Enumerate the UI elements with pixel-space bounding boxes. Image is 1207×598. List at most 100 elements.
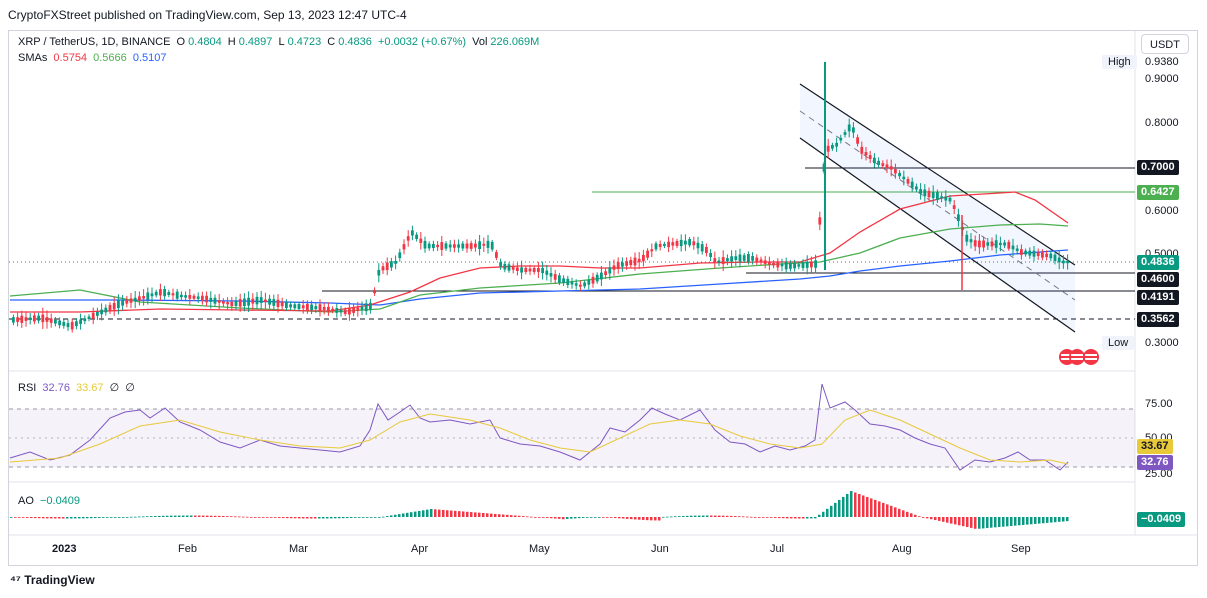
ao-legend[interactable]: AO −0.0409	[18, 495, 83, 507]
ao-bar	[558, 517, 561, 519]
ao-bar	[542, 517, 545, 518]
ao-bar	[1050, 517, 1053, 523]
candle-body	[545, 270, 549, 275]
candle-body	[591, 276, 595, 284]
tradingview-logo[interactable]: ⁴⁷ TradingView	[10, 573, 95, 587]
candle-body	[293, 304, 297, 309]
candle-body	[612, 265, 616, 270]
ao-bar	[1022, 517, 1025, 525]
low-label: L	[278, 36, 285, 48]
ao-bar	[882, 502, 885, 517]
candle-body	[331, 308, 334, 311]
ao-bar	[434, 509, 437, 517]
ao-bar	[650, 517, 653, 521]
candle-body	[574, 283, 578, 286]
candle-body	[818, 217, 822, 225]
currency-button[interactable]: USDT	[1141, 34, 1189, 54]
candle-body	[734, 256, 738, 261]
ao-bar	[958, 517, 961, 526]
ao-bar	[302, 517, 305, 519]
ao-bar	[134, 516, 137, 518]
time-label-sep: Sep	[1011, 543, 1031, 555]
ao-bar	[502, 514, 505, 517]
candle-body	[566, 278, 570, 285]
ao-bar	[102, 517, 105, 518]
tradingview-brand: TradingView	[24, 573, 95, 587]
candle-body	[28, 317, 32, 320]
price-tag-03562: 0.3562	[1137, 312, 1179, 327]
ao-bar	[954, 517, 957, 525]
candle-body	[927, 190, 931, 198]
candle-body	[117, 300, 120, 309]
candle-body	[852, 127, 855, 133]
ao-bar	[66, 517, 69, 519]
candle-body	[411, 230, 414, 236]
candle-body	[688, 239, 691, 246]
candle-body	[978, 240, 981, 248]
ao-bar	[1038, 517, 1041, 524]
symbol-legend[interactable]: XRP / TetherUS, 1D, BINANCE O 0.4804 H 0.4…	[18, 36, 542, 48]
candle-body	[83, 318, 87, 322]
ao-bar	[582, 517, 585, 518]
ao-bar	[1030, 517, 1033, 525]
candle-body	[301, 305, 305, 309]
candle-body	[642, 254, 645, 262]
candlestick-series	[12, 62, 1069, 333]
candle-body	[20, 315, 24, 323]
candle-body	[847, 124, 851, 132]
ao-bar	[18, 517, 21, 518]
candle-body	[142, 296, 145, 299]
ao-bar	[566, 517, 569, 519]
sma-value-3: 0.5107	[132, 52, 167, 64]
rsi-legend[interactable]: RSI 32.76 33.67 ∅ ∅	[18, 381, 138, 394]
rsi-tick: 75.00	[1145, 398, 1173, 410]
ao-bar	[1066, 517, 1069, 522]
ao-tag: −0.0409	[1137, 512, 1186, 527]
candle-body	[1062, 260, 1065, 264]
us-flag-icon	[1059, 349, 1099, 365]
ao-bar	[122, 517, 125, 518]
candle-body	[58, 320, 61, 326]
candle-body	[406, 236, 410, 241]
sma-green-line	[9, 223, 1069, 313]
sma-value-1: 0.5754	[53, 52, 88, 64]
ao-bar	[494, 513, 497, 517]
ao-bar	[966, 517, 969, 528]
ao-bar	[446, 510, 449, 517]
sma-legend[interactable]: SMAs 0.5754 0.5666 0.5107	[18, 52, 170, 64]
ao-bar	[34, 517, 37, 519]
ao-bar	[230, 516, 233, 518]
candle-body	[1011, 245, 1015, 250]
ao-bar	[382, 516, 385, 518]
ao-bar	[938, 517, 941, 521]
candle-body	[1007, 241, 1011, 249]
price-tag-04600: 0.4600	[1137, 272, 1179, 287]
candle-body	[507, 264, 511, 271]
candle-body	[516, 267, 519, 271]
candle-body	[327, 306, 330, 312]
candle-body	[108, 304, 112, 312]
candle-body	[54, 319, 57, 324]
candle-body	[742, 255, 746, 261]
ao-bar	[338, 517, 341, 519]
events-flags[interactable]	[1058, 348, 1102, 366]
candle-body	[894, 168, 897, 174]
candle-body	[398, 252, 402, 259]
ao-bar	[866, 496, 869, 517]
candle-body	[940, 196, 943, 199]
candle-body	[973, 240, 977, 247]
ao-bar	[150, 516, 153, 517]
candle-body	[910, 181, 914, 188]
chart-frame[interactable]	[8, 30, 1198, 566]
candle-body	[96, 311, 99, 316]
ao-bar	[830, 505, 833, 517]
ao-bar	[306, 517, 309, 519]
ao-bar	[274, 517, 277, 518]
ao-bar	[970, 517, 973, 528]
candle-body	[478, 241, 481, 250]
candle-body	[272, 299, 276, 306]
candle-body	[965, 234, 969, 242]
ao-bar	[450, 510, 453, 517]
ao-bar	[138, 516, 141, 518]
